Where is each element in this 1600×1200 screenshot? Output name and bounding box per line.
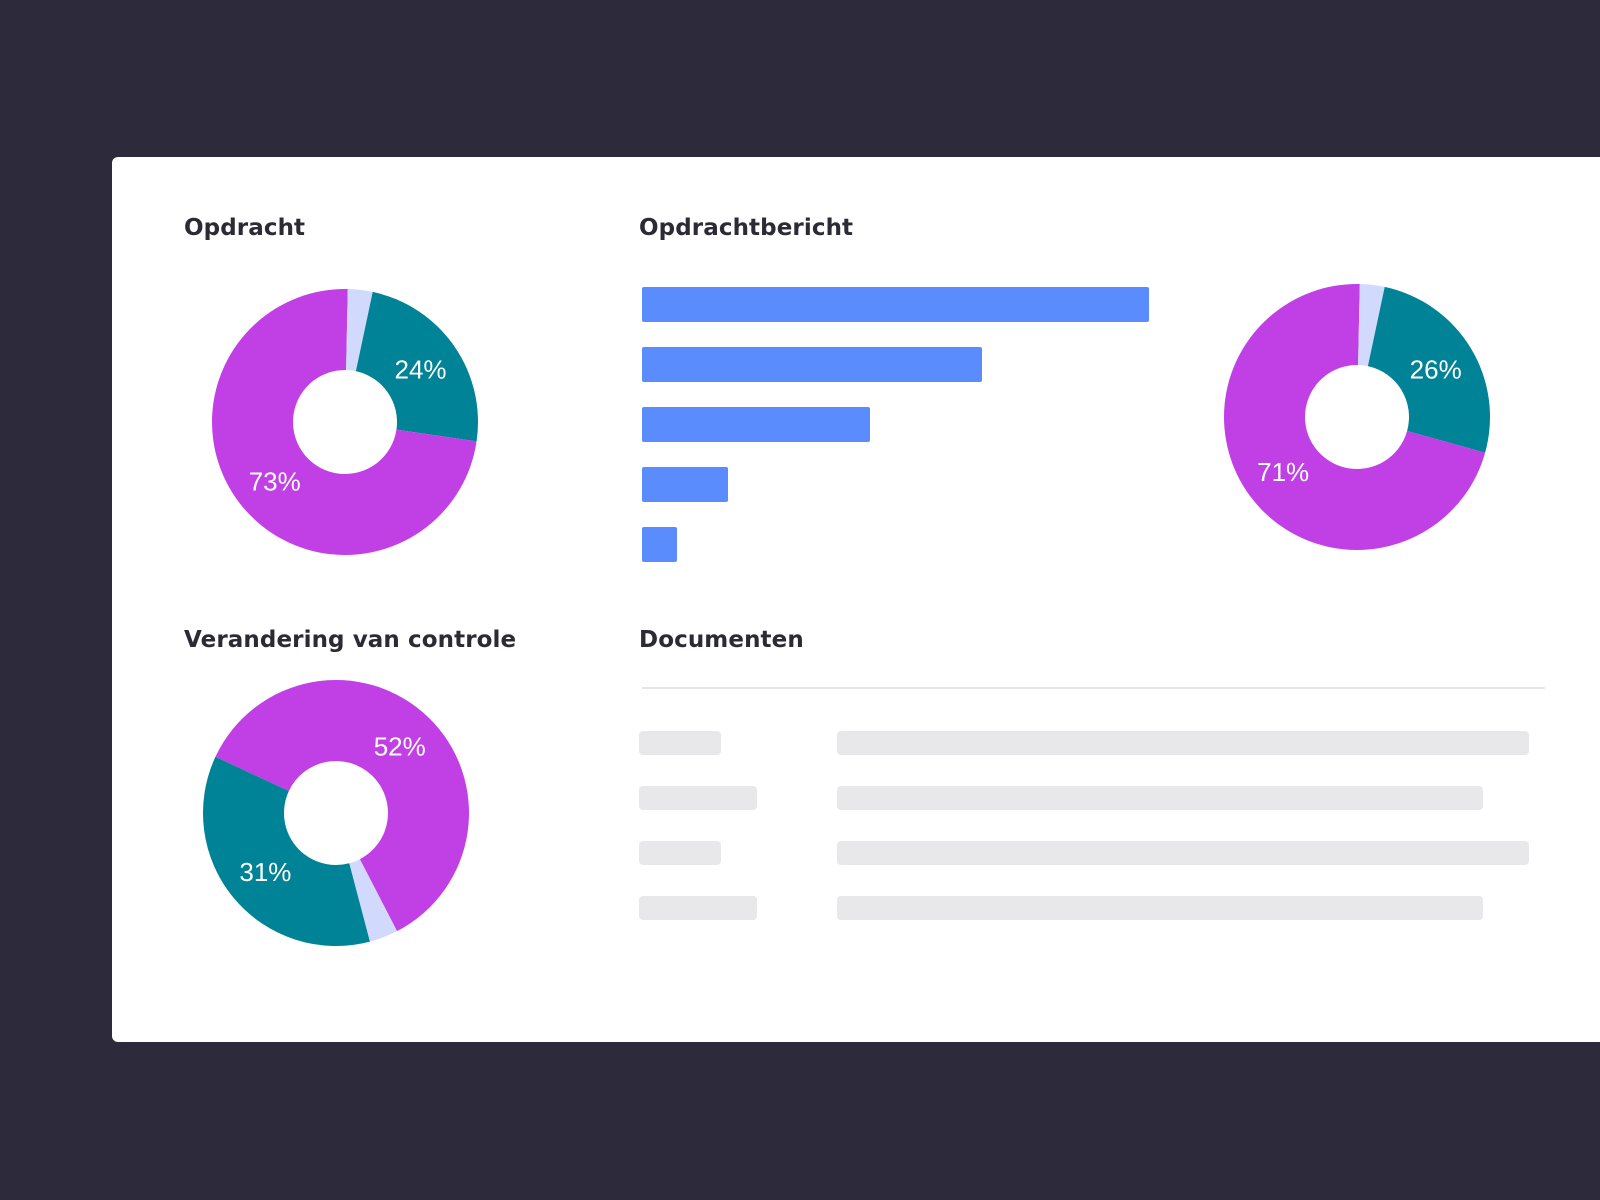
bar: [642, 467, 728, 502]
document-name-placeholder: [639, 786, 757, 810]
verandering-donut-chart: 52% 31%: [202, 680, 469, 946]
verandering-title: Verandering van controle: [184, 627, 517, 653]
bar: [642, 287, 1149, 322]
document-name-placeholder: [639, 731, 721, 755]
opdrachtbericht-bar-chart: [642, 287, 1182, 577]
opdrachtbericht-title: Opdrachtbericht: [639, 215, 854, 241]
donut-slice: [211, 289, 477, 555]
donut-slice-label: 73%: [249, 466, 301, 496]
bar: [642, 347, 982, 382]
document-detail-placeholder: [837, 786, 1483, 810]
donut-slice: [349, 859, 398, 942]
donut-slice: [1224, 284, 1486, 550]
opdracht-donut-chart: 24% 73%: [211, 289, 478, 555]
donut-slice: [1358, 284, 1385, 367]
opdracht-title: Opdracht: [184, 215, 306, 241]
document-name-placeholder: [639, 896, 757, 920]
document-detail-placeholder: [837, 841, 1529, 865]
document-detail-placeholder: [837, 731, 1529, 755]
donut-slice-label: 26%: [1410, 354, 1462, 384]
document-row[interactable]: [639, 841, 1549, 865]
bar: [642, 407, 870, 442]
documenten-title: Documenten: [639, 627, 804, 653]
document-row[interactable]: [639, 786, 1549, 810]
document-row[interactable]: [639, 896, 1549, 920]
opdrachtbericht-donut-chart: 26% 71%: [1224, 284, 1490, 550]
donut-slice-label: 24%: [395, 354, 447, 384]
donut-slice: [202, 756, 370, 946]
bar: [642, 527, 677, 562]
donut-slice-label: 52%: [374, 732, 426, 762]
documenten-divider: [642, 687, 1545, 689]
donut-slice: [355, 291, 478, 442]
document-row[interactable]: [639, 731, 1549, 755]
document-name-placeholder: [639, 841, 721, 865]
dashboard-card: Opdracht 24% 73% Opdrachtbericht 26% 71% V…: [112, 157, 1600, 1042]
donut-slice-label: 31%: [239, 857, 291, 887]
donut-slice: [1367, 286, 1490, 453]
donut-slice-label: 71%: [1257, 457, 1309, 487]
document-detail-placeholder: [837, 896, 1483, 920]
donut-slice: [215, 680, 469, 932]
donut-slice: [346, 289, 373, 372]
